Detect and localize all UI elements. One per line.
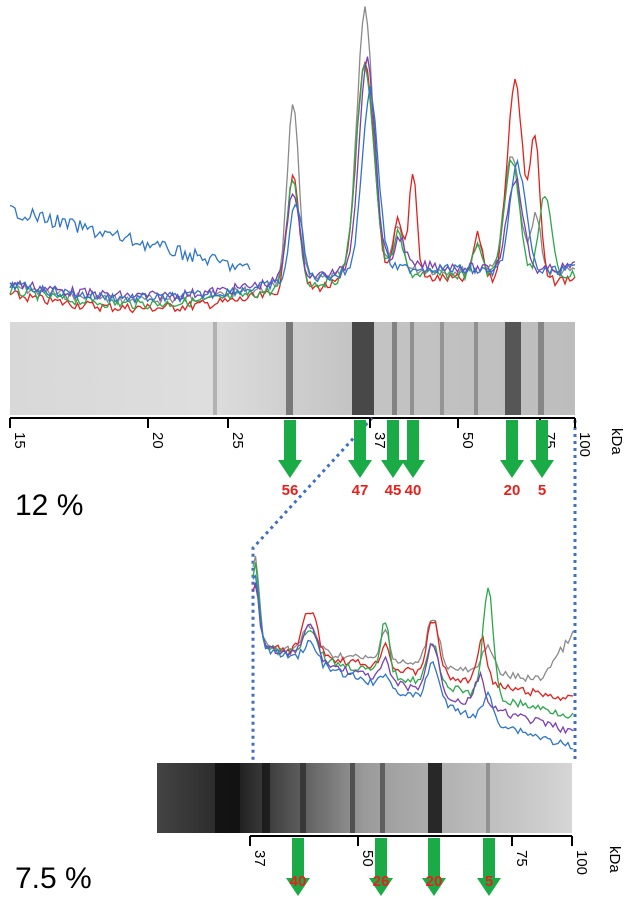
- gel-bands-upper: [213, 322, 544, 415]
- arrow-label: 45: [385, 482, 402, 499]
- unit-label: kDa: [608, 428, 625, 455]
- arrow: [286, 838, 310, 896]
- trace: [9, 86, 576, 304]
- tick-label: 25: [229, 432, 246, 449]
- trace: [252, 584, 574, 702]
- arrow: [278, 420, 302, 478]
- arrow: [401, 420, 425, 478]
- tick-label: 37: [251, 850, 268, 867]
- densitometry-traces: [9, 6, 576, 750]
- arrow-label: 56: [282, 482, 299, 499]
- arrow: [381, 420, 405, 478]
- arrow: [477, 838, 501, 896]
- gel-bands-lower: [215, 763, 490, 833]
- gel-percent: 7.5 %: [15, 862, 92, 895]
- arrow: [369, 838, 393, 896]
- tick-label: 100: [573, 850, 590, 875]
- tick-label: 20: [149, 432, 166, 449]
- trace: [9, 63, 576, 310]
- tick-label: 75: [513, 850, 530, 867]
- unit-label: kDa: [606, 846, 623, 873]
- trace: [9, 60, 576, 314]
- trace: [252, 582, 574, 735]
- arrow-label: 20: [504, 482, 521, 499]
- arrow-label: 20: [426, 873, 443, 890]
- arrow-label: 47: [352, 482, 369, 499]
- zoom-connector: [251, 416, 577, 762]
- arrow: [500, 420, 524, 478]
- tick-label: 37: [371, 432, 388, 449]
- arrow: [530, 420, 554, 478]
- trace: [252, 562, 574, 719]
- trace: [252, 574, 574, 750]
- arrow-label: 40: [290, 873, 307, 890]
- trace: [9, 204, 251, 273]
- arrow-label: 5: [485, 873, 493, 890]
- trace: [252, 555, 574, 683]
- trace: [9, 6, 576, 306]
- tick-label: 50: [459, 432, 476, 449]
- tick-label: 15: [11, 432, 28, 449]
- arrow: [422, 838, 446, 896]
- arrow: [348, 420, 372, 478]
- tick-label: 100: [576, 432, 593, 457]
- arrow-label: 26: [373, 873, 390, 890]
- tick-label: 50: [359, 850, 376, 867]
- gel-percent: 12 %: [15, 489, 83, 522]
- arrow-label: 5: [538, 482, 546, 499]
- arrow-label: 40: [405, 482, 422, 499]
